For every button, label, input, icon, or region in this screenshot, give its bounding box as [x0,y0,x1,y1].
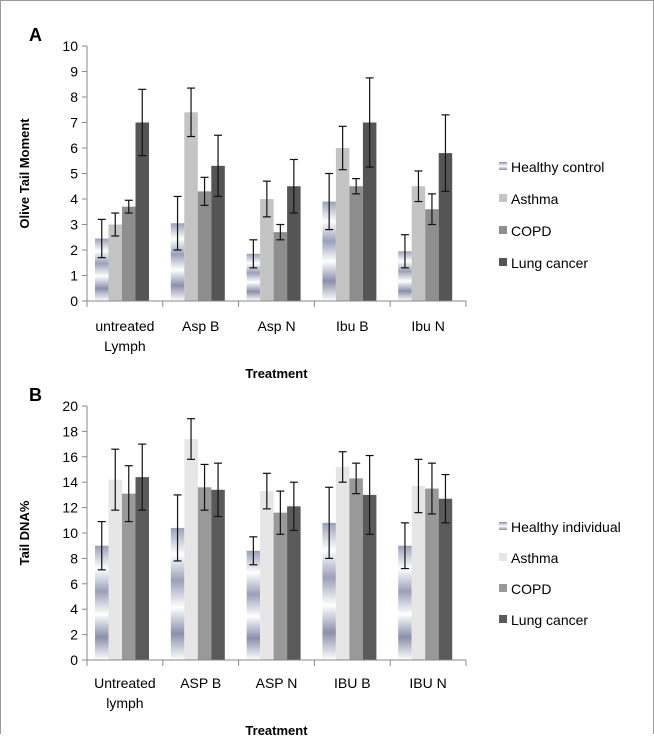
x-category-label: untreated [95,318,154,334]
y-tick-label: 2 [70,627,78,643]
legend-swatch [499,553,507,561]
bar-lung-cancer [287,506,301,660]
legend-label: COPD [511,581,551,597]
legend-swatch [499,162,507,170]
y-tick-label: 6 [70,576,78,592]
y-tick-label: 16 [62,449,78,465]
bar-asthma [260,199,274,301]
y-tick-label: 8 [70,89,78,105]
y-tick-label: 8 [70,550,78,566]
bar-copd [349,478,363,660]
y-tick-label: 1 [70,268,78,284]
x-category-label: ASP N [256,675,298,691]
x-category-label: Asp N [257,318,295,334]
bar-asthma [184,112,198,301]
bar-healthy-control [246,253,261,301]
panel-label: B [29,385,42,405]
y-tick-label: 5 [70,166,78,182]
bar-healthy-control [95,238,109,301]
bar-asthma [108,224,122,301]
x-category-label: ASP B [180,675,221,691]
y-tick-label: 6 [70,140,78,156]
x-axis-title: Treatment [245,723,308,735]
x-category-label: Ibu B [336,318,369,334]
y-axis-title: Tail DNA% [17,500,32,565]
bar-asthma [335,466,350,660]
legend-label: COPD [511,223,551,239]
bar-healthy-control [170,223,185,301]
legend-label: Lung cancer [511,255,588,271]
bar-healthy-individual [246,550,261,660]
x-axis-title: Treatment [245,366,308,381]
legend-swatch [499,226,507,234]
bar-lung-cancer [438,153,453,301]
bar-lung-cancer [135,122,149,301]
bar-asthma [335,148,350,301]
bar-copd [197,191,212,301]
x-category-label: IBU B [334,675,371,691]
bar-copd [122,206,136,301]
legend-label: Healthy control [511,159,604,175]
bar-asthma [411,486,426,660]
y-tick-label: 2 [70,242,78,258]
bar-asthma [260,491,274,660]
y-tick-label: 10 [62,38,78,54]
legend-swatch [499,615,507,623]
y-tick-label: 14 [62,474,78,490]
legend-label: Asthma [511,191,559,207]
bar-copd [273,232,288,301]
legend-swatch [499,522,507,530]
legend-swatch [499,584,507,592]
bar-lung-cancer [438,498,453,660]
y-tick-label: 0 [70,293,78,309]
bar-copd [349,186,363,301]
x-category-label: Asp B [182,318,219,334]
bar-healthy-control [398,251,412,301]
bar-asthma [108,479,122,660]
bar-copd [425,209,439,301]
bar-lung-cancer [211,489,225,660]
bar-lung-cancer [211,165,225,301]
legend-swatch [499,194,507,202]
y-tick-label: 18 [62,423,78,439]
x-category-label: lymph [106,695,143,711]
y-tick-label: 9 [70,64,78,80]
bar-asthma [184,439,198,660]
y-tick-label: 12 [62,500,78,516]
legend-label: Healthy individual [511,519,621,535]
panel-label: A [29,25,42,45]
y-tick-label: 7 [70,115,78,131]
bar-asthma [411,186,426,301]
y-tick-label: 20 [62,398,78,414]
y-tick-label: 4 [70,601,78,617]
bar-copd [122,493,136,660]
x-category-label: IBU N [409,675,446,691]
legend-label: Lung cancer [511,612,588,628]
bar-lung-cancer [287,186,301,301]
y-tick-label: 3 [70,217,78,233]
bar-healthy-individual [322,522,336,660]
bar-lung-cancer [135,477,149,660]
bar-healthy-control [322,201,336,301]
bar-lung-cancer [362,494,377,660]
bar-copd [273,512,288,660]
x-category-label: Untreated [94,675,155,691]
x-category-label: Lymph [104,338,146,354]
y-tick-label: 0 [70,652,78,668]
x-category-label: Ibu N [411,318,444,334]
y-tick-label: 10 [62,525,78,541]
bar-copd [425,488,439,660]
legend-swatch [499,258,507,266]
bar-healthy-individual [398,545,412,660]
bar-copd [197,487,212,660]
y-axis-title: Olive Tail Moment [17,118,32,229]
legend-label: Asthma [511,550,559,566]
y-tick-label: 4 [70,191,78,207]
bar-healthy-individual [95,545,109,660]
